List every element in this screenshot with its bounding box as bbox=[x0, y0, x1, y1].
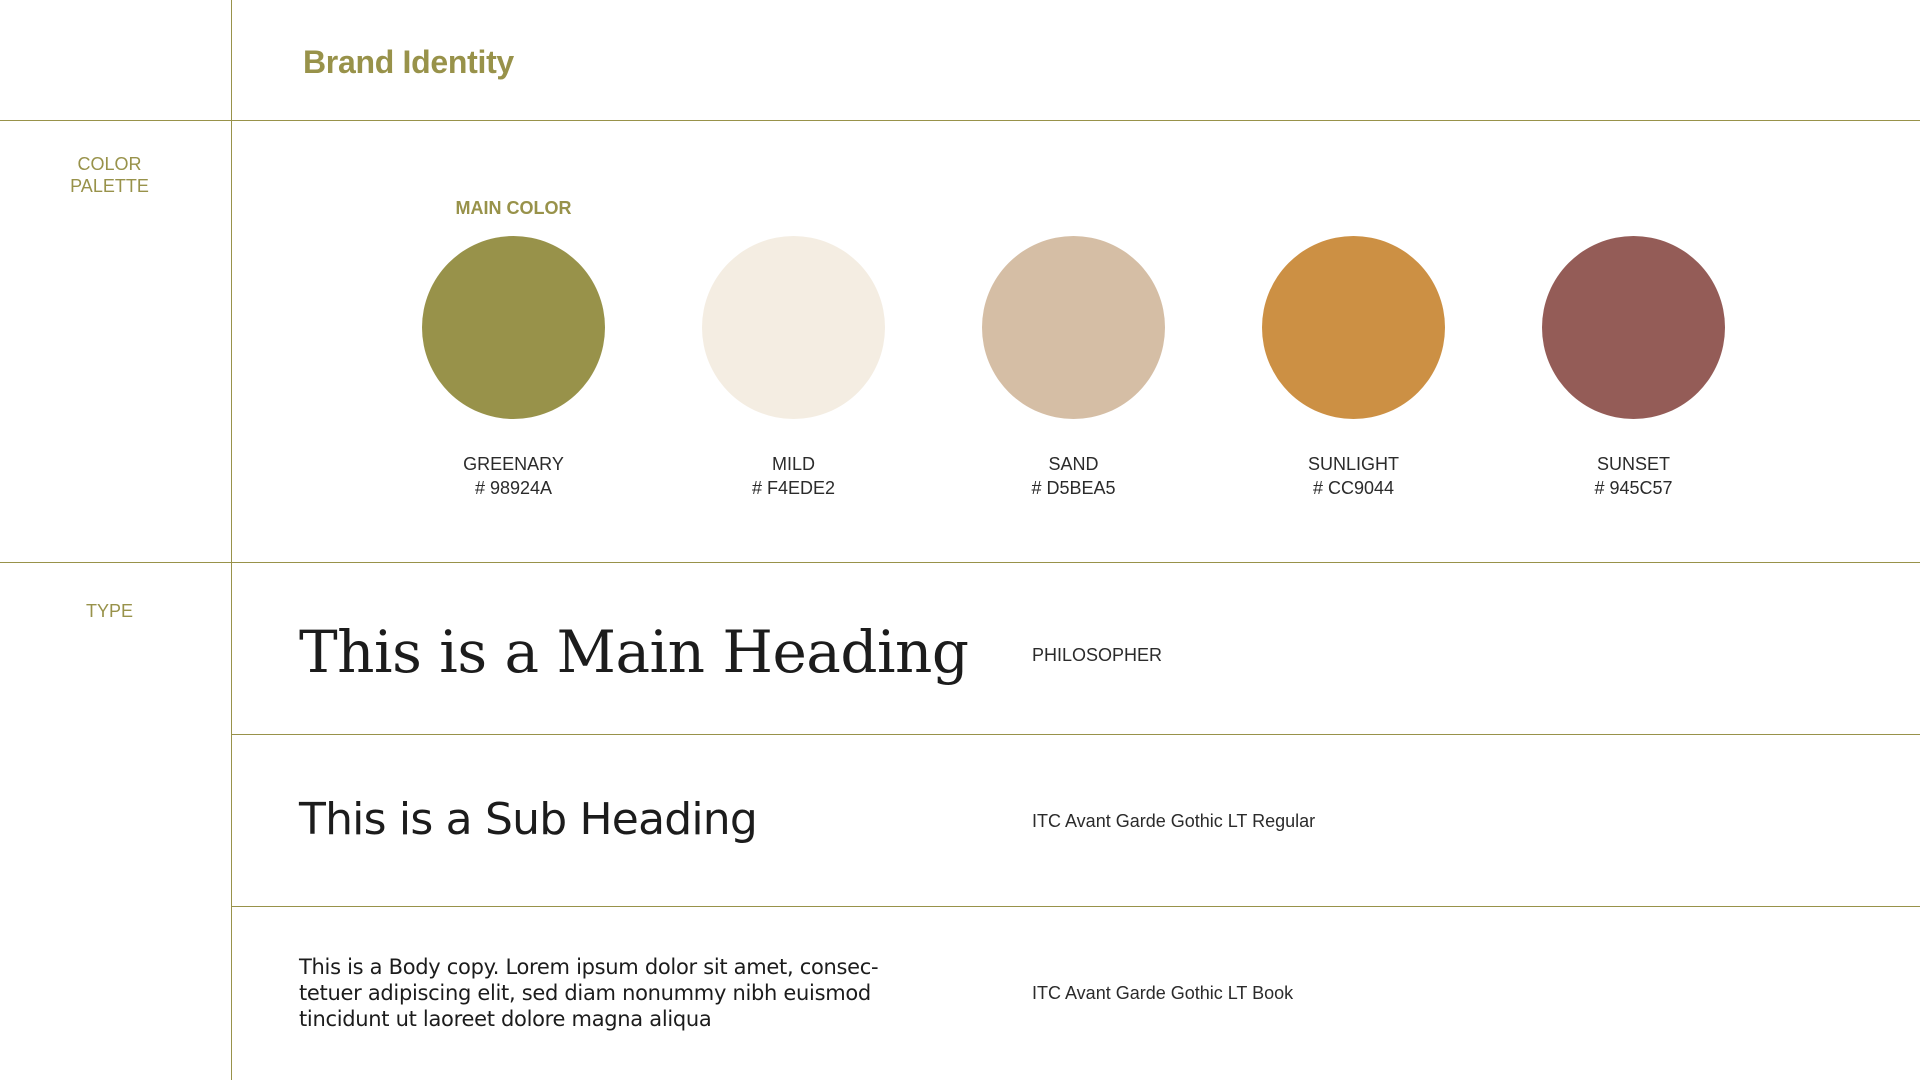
color-swatch-sand: SAND # D5BEA5 bbox=[982, 236, 1165, 500]
color-circle bbox=[422, 236, 605, 419]
left-column-divider bbox=[231, 0, 232, 1080]
color-hex: # D5BEA5 bbox=[1031, 478, 1116, 498]
section-label-color-palette: COLOR PALETTE bbox=[70, 154, 149, 196]
body-copy-sample: This is a Body copy. Lorem ipsum dolor s… bbox=[299, 955, 879, 1031]
color-hex: # 945C57 bbox=[1594, 478, 1673, 498]
sub-heading-font-name: ITC Avant Garde Gothic LT Regular bbox=[1032, 811, 1316, 831]
color-name: SUNLIGHT bbox=[1307, 454, 1399, 474]
header-divider bbox=[0, 120, 1920, 121]
body-copy-font-name: ITC Avant Garde Gothic LT Book bbox=[1032, 983, 1294, 1003]
color-swatch-sunlight: SUNLIGHT # CC9044 bbox=[1262, 236, 1445, 500]
color-name: SAND bbox=[1048, 454, 1099, 474]
color-circle bbox=[982, 236, 1165, 419]
main-heading-sample: This is a Main Heading bbox=[299, 618, 969, 686]
main-color-label: MAIN COLOR bbox=[455, 198, 572, 218]
type-row-divider-1 bbox=[231, 734, 1920, 735]
color-name: GREENARY bbox=[463, 454, 564, 474]
palette-divider bbox=[0, 562, 1920, 563]
sub-heading-sample: This is a Sub Heading bbox=[299, 794, 758, 845]
color-name: MILD bbox=[771, 454, 815, 474]
color-circle bbox=[702, 236, 885, 419]
color-hex: # CC9044 bbox=[1312, 478, 1395, 498]
color-name: SUNSET bbox=[1596, 454, 1670, 474]
color-circle bbox=[1542, 236, 1725, 419]
color-swatch-greenary: GREENARY # 98924A bbox=[422, 236, 605, 500]
section-label-type: TYPE bbox=[85, 601, 133, 621]
type-row-divider-2 bbox=[231, 906, 1920, 907]
color-hex: # F4EDE2 bbox=[751, 478, 836, 498]
color-hex: # 98924A bbox=[474, 478, 553, 498]
color-circle bbox=[1262, 236, 1445, 419]
color-swatch-mild: MILD # F4EDE2 bbox=[702, 236, 885, 500]
main-heading-font-name: PHILOSOPHER bbox=[1032, 645, 1163, 665]
color-swatch-sunset: SUNSET # 945C57 bbox=[1542, 236, 1725, 500]
page-title: Brand Identity bbox=[303, 44, 514, 80]
